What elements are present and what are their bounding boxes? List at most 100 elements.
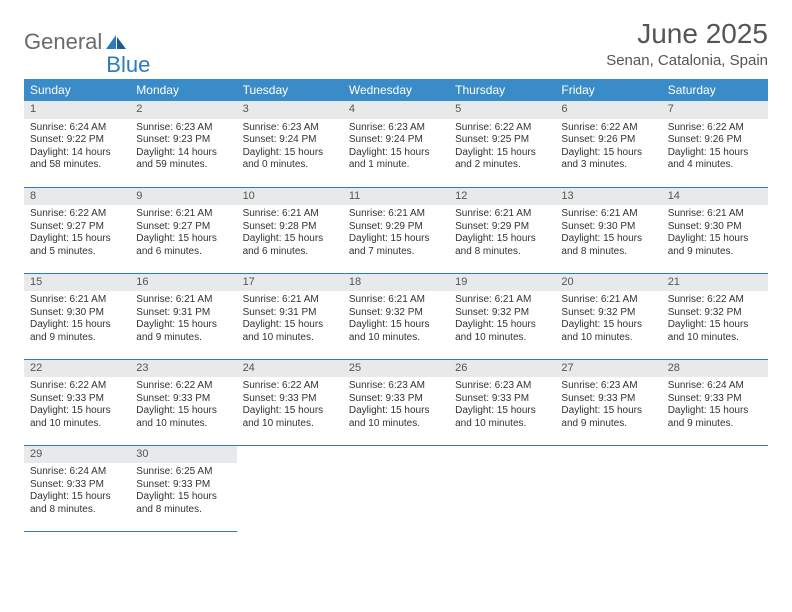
calendar-day-cell: 7Sunrise: 6:22 AMSunset: 9:26 PMDaylight… xyxy=(662,101,768,187)
weekday-monday: Monday xyxy=(130,79,236,101)
daylight-text: Daylight: 15 hours and 10 minutes. xyxy=(243,319,337,344)
calendar-day-cell: 25Sunrise: 6:23 AMSunset: 9:33 PMDayligh… xyxy=(343,359,449,445)
sunset-text: Sunset: 9:29 PM xyxy=(349,221,443,234)
logo: General Blue xyxy=(24,18,150,66)
sunrise-text: Sunrise: 6:21 AM xyxy=(243,208,337,221)
weekday-friday: Friday xyxy=(555,79,661,101)
calendar-day-cell: 9Sunrise: 6:21 AMSunset: 9:27 PMDaylight… xyxy=(130,187,236,273)
sunset-text: Sunset: 9:26 PM xyxy=(668,134,762,147)
day-number: 12 xyxy=(449,188,555,206)
day-body: Sunrise: 6:21 AMSunset: 9:28 PMDaylight:… xyxy=(237,205,343,262)
calendar-day-cell: 20Sunrise: 6:21 AMSunset: 9:32 PMDayligh… xyxy=(555,273,661,359)
sunset-text: Sunset: 9:30 PM xyxy=(561,221,655,234)
daylight-text: Daylight: 15 hours and 8 minutes. xyxy=(136,491,230,516)
daylight-text: Daylight: 14 hours and 59 minutes. xyxy=(136,147,230,172)
logo-text-general: General xyxy=(24,29,102,55)
calendar-day-cell: 8Sunrise: 6:22 AMSunset: 9:27 PMDaylight… xyxy=(24,187,130,273)
calendar-day-cell: 3Sunrise: 6:23 AMSunset: 9:24 PMDaylight… xyxy=(237,101,343,187)
day-number: 5 xyxy=(449,101,555,119)
day-number: 10 xyxy=(237,188,343,206)
day-body: Sunrise: 6:25 AMSunset: 9:33 PMDaylight:… xyxy=(130,463,236,520)
day-number: 23 xyxy=(130,360,236,378)
sunset-text: Sunset: 9:32 PM xyxy=(668,307,762,320)
sunset-text: Sunset: 9:32 PM xyxy=(349,307,443,320)
day-number: 28 xyxy=(662,360,768,378)
day-number: 24 xyxy=(237,360,343,378)
calendar-day-cell: 19Sunrise: 6:21 AMSunset: 9:32 PMDayligh… xyxy=(449,273,555,359)
sunrise-text: Sunrise: 6:21 AM xyxy=(136,208,230,221)
sunrise-text: Sunrise: 6:21 AM xyxy=(30,294,124,307)
day-number: 8 xyxy=(24,188,130,206)
daylight-text: Daylight: 15 hours and 7 minutes. xyxy=(349,233,443,258)
calendar-week-row: 15Sunrise: 6:21 AMSunset: 9:30 PMDayligh… xyxy=(24,273,768,359)
day-body: Sunrise: 6:21 AMSunset: 9:30 PMDaylight:… xyxy=(24,291,130,348)
sunset-text: Sunset: 9:32 PM xyxy=(561,307,655,320)
sunset-text: Sunset: 9:33 PM xyxy=(349,393,443,406)
sunrise-text: Sunrise: 6:21 AM xyxy=(243,294,337,307)
daylight-text: Daylight: 15 hours and 6 minutes. xyxy=(136,233,230,258)
day-number: 7 xyxy=(662,101,768,119)
daylight-text: Daylight: 15 hours and 4 minutes. xyxy=(668,147,762,172)
day-body: Sunrise: 6:21 AMSunset: 9:29 PMDaylight:… xyxy=(449,205,555,262)
calendar-day-cell: 21Sunrise: 6:22 AMSunset: 9:32 PMDayligh… xyxy=(662,273,768,359)
sunset-text: Sunset: 9:33 PM xyxy=(30,393,124,406)
calendar-week-row: 1Sunrise: 6:24 AMSunset: 9:22 PMDaylight… xyxy=(24,101,768,187)
calendar-day-cell: 18Sunrise: 6:21 AMSunset: 9:32 PMDayligh… xyxy=(343,273,449,359)
sunset-text: Sunset: 9:33 PM xyxy=(455,393,549,406)
day-body: Sunrise: 6:23 AMSunset: 9:33 PMDaylight:… xyxy=(343,377,449,434)
calendar-day-cell: 10Sunrise: 6:21 AMSunset: 9:28 PMDayligh… xyxy=(237,187,343,273)
calendar-day-cell: 24Sunrise: 6:22 AMSunset: 9:33 PMDayligh… xyxy=(237,359,343,445)
day-body: Sunrise: 6:21 AMSunset: 9:30 PMDaylight:… xyxy=(662,205,768,262)
day-number: 25 xyxy=(343,360,449,378)
daylight-text: Daylight: 15 hours and 9 minutes. xyxy=(668,233,762,258)
weekday-thursday: Thursday xyxy=(449,79,555,101)
sunrise-text: Sunrise: 6:24 AM xyxy=(30,466,124,479)
daylight-text: Daylight: 15 hours and 10 minutes. xyxy=(561,319,655,344)
daylight-text: Daylight: 15 hours and 6 minutes. xyxy=(243,233,337,258)
daylight-text: Daylight: 15 hours and 10 minutes. xyxy=(349,319,443,344)
daylight-text: Daylight: 15 hours and 10 minutes. xyxy=(668,319,762,344)
day-number: 27 xyxy=(555,360,661,378)
calendar-day-cell: 1Sunrise: 6:24 AMSunset: 9:22 PMDaylight… xyxy=(24,101,130,187)
day-body: Sunrise: 6:22 AMSunset: 9:26 PMDaylight:… xyxy=(662,119,768,176)
sunset-text: Sunset: 9:30 PM xyxy=(30,307,124,320)
sunset-text: Sunset: 9:33 PM xyxy=(30,479,124,492)
daylight-text: Daylight: 15 hours and 10 minutes. xyxy=(455,319,549,344)
day-body: Sunrise: 6:21 AMSunset: 9:30 PMDaylight:… xyxy=(555,205,661,262)
day-number: 21 xyxy=(662,274,768,292)
calendar-day-cell: 6Sunrise: 6:22 AMSunset: 9:26 PMDaylight… xyxy=(555,101,661,187)
sunset-text: Sunset: 9:33 PM xyxy=(136,479,230,492)
calendar-day-cell xyxy=(555,445,661,531)
sunrise-text: Sunrise: 6:22 AM xyxy=(30,380,124,393)
day-number: 9 xyxy=(130,188,236,206)
daylight-text: Daylight: 15 hours and 1 minute. xyxy=(349,147,443,172)
calendar-day-cell: 17Sunrise: 6:21 AMSunset: 9:31 PMDayligh… xyxy=(237,273,343,359)
calendar-day-cell: 13Sunrise: 6:21 AMSunset: 9:30 PMDayligh… xyxy=(555,187,661,273)
calendar-day-cell: 23Sunrise: 6:22 AMSunset: 9:33 PMDayligh… xyxy=(130,359,236,445)
daylight-text: Daylight: 15 hours and 2 minutes. xyxy=(455,147,549,172)
calendar-day-cell xyxy=(662,445,768,531)
weekday-wednesday: Wednesday xyxy=(343,79,449,101)
day-number: 14 xyxy=(662,188,768,206)
day-number: 4 xyxy=(343,101,449,119)
weekday-saturday: Saturday xyxy=(662,79,768,101)
day-number: 26 xyxy=(449,360,555,378)
sunset-text: Sunset: 9:31 PM xyxy=(136,307,230,320)
sunrise-text: Sunrise: 6:23 AM xyxy=(136,122,230,135)
day-body: Sunrise: 6:21 AMSunset: 9:29 PMDaylight:… xyxy=(343,205,449,262)
sunrise-text: Sunrise: 6:24 AM xyxy=(30,122,124,135)
calendar-day-cell: 11Sunrise: 6:21 AMSunset: 9:29 PMDayligh… xyxy=(343,187,449,273)
sunrise-text: Sunrise: 6:22 AM xyxy=(30,208,124,221)
calendar-day-cell xyxy=(449,445,555,531)
sunset-text: Sunset: 9:23 PM xyxy=(136,134,230,147)
day-body: Sunrise: 6:21 AMSunset: 9:27 PMDaylight:… xyxy=(130,205,236,262)
sunset-text: Sunset: 9:33 PM xyxy=(136,393,230,406)
sunrise-text: Sunrise: 6:21 AM xyxy=(455,208,549,221)
day-body: Sunrise: 6:23 AMSunset: 9:24 PMDaylight:… xyxy=(237,119,343,176)
day-body: Sunrise: 6:21 AMSunset: 9:32 PMDaylight:… xyxy=(555,291,661,348)
calendar-day-cell: 15Sunrise: 6:21 AMSunset: 9:30 PMDayligh… xyxy=(24,273,130,359)
day-number: 19 xyxy=(449,274,555,292)
day-number: 6 xyxy=(555,101,661,119)
daylight-text: Daylight: 15 hours and 9 minutes. xyxy=(136,319,230,344)
weekday-sunday: Sunday xyxy=(24,79,130,101)
